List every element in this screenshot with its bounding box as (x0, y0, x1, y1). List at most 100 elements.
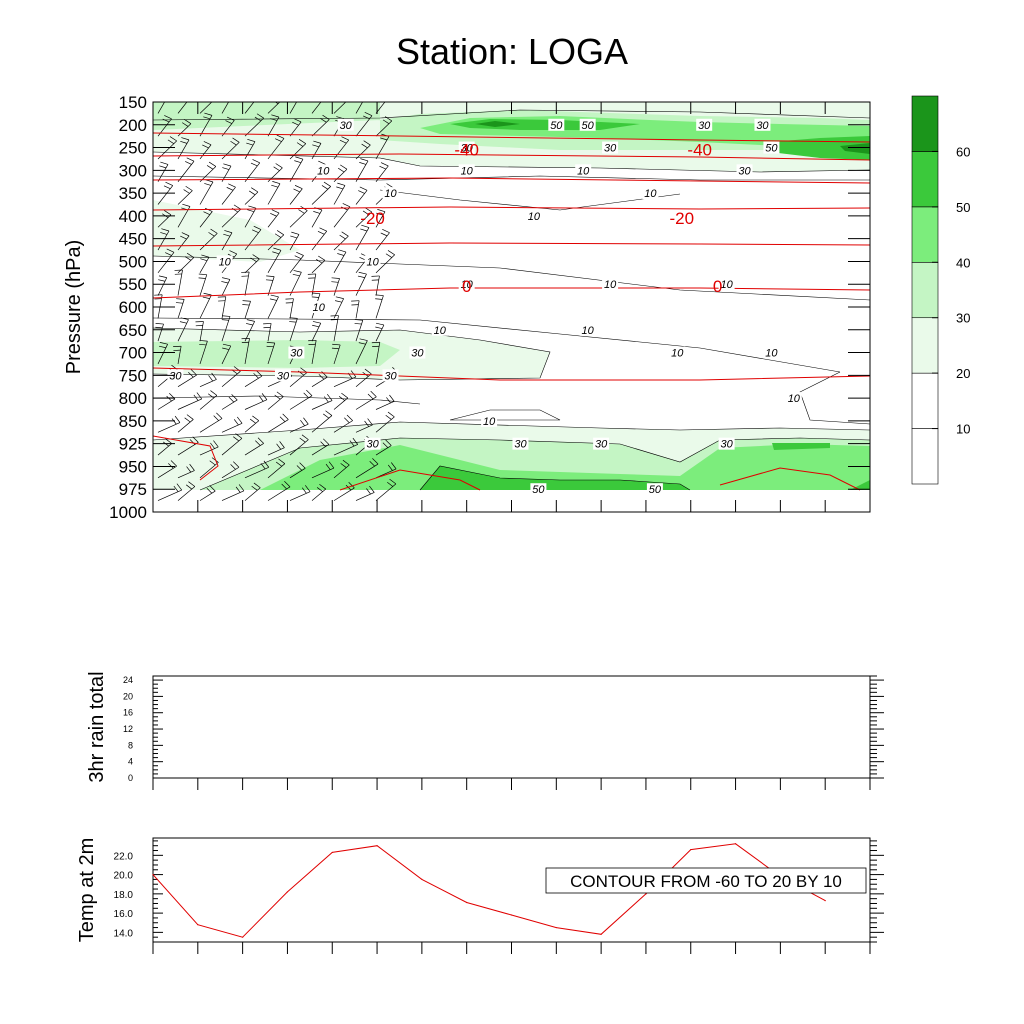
wind-barb-feather (328, 461, 335, 469)
contour-line (153, 395, 421, 405)
wind-barb-feather (163, 185, 171, 190)
temp-contour-line (153, 242, 870, 247)
wind-barb (289, 491, 311, 501)
wind-barb-feather (358, 271, 367, 275)
wind-barb-feather (319, 227, 327, 232)
wind-barb-feather (235, 433, 243, 439)
contour-label-bg (512, 437, 529, 450)
wind-barb-feather (294, 90, 302, 92)
wind-barb (355, 102, 363, 114)
wind-barb-feather (159, 165, 167, 169)
wind-barb-feather (363, 140, 371, 146)
wind-barb-feather (270, 212, 277, 217)
wind-barb (355, 320, 364, 342)
y-tick-label: 950 (119, 457, 147, 476)
wind-barb (289, 188, 303, 205)
wind-barb-feather (229, 250, 237, 255)
wind-barb-feather (227, 89, 235, 91)
wind-barb-feather (382, 229, 390, 234)
legend-label: 60 (956, 144, 970, 159)
y-tick-label: 975 (119, 480, 147, 499)
legend-swatch (911, 151, 939, 208)
speed-contour-label: 30 (290, 348, 303, 360)
wind-barb-feather (228, 396, 235, 403)
contour-annotation: CONTOUR FROM -60 TO 20 BY 10 (570, 872, 842, 891)
contour-line (449, 409, 561, 421)
wind-barb-feather (312, 321, 321, 324)
contour-label-bg (274, 369, 291, 382)
wind-barb-feather (376, 212, 384, 216)
wind-barb (177, 346, 182, 365)
wind-barb-feather (376, 322, 384, 326)
wind-barb (333, 344, 341, 365)
wind-barb-feather (210, 228, 218, 234)
wind-barb-feather (337, 253, 345, 256)
wind-barb-feather (222, 347, 230, 350)
y-tick-label: 300 (119, 161, 147, 180)
wind-barb-feather (375, 298, 383, 300)
wind-barb-feather (346, 414, 353, 421)
contour-label-bg (431, 323, 448, 336)
legend-swatch (911, 95, 939, 152)
wind-barb-feather (180, 235, 187, 240)
temp-contour-line (153, 367, 870, 381)
contour-label-bg (315, 164, 332, 177)
y-tick-label: 750 (119, 366, 147, 385)
wind-barb-feather (361, 224, 370, 228)
wind-barb-feather (260, 463, 266, 470)
speed-contour-label: 10 (219, 256, 232, 268)
temp-point (331, 851, 333, 854)
fill-layers (153, 102, 870, 512)
wind-barb-feather (319, 483, 326, 490)
wind-barb (244, 141, 256, 160)
wind-barb-feather (171, 364, 179, 371)
wind-barb-feather (213, 440, 219, 448)
wind-barb (157, 422, 181, 433)
wind-barb-feather (325, 463, 331, 470)
wind-barb-feather (385, 253, 393, 258)
wind-barb-feather (208, 232, 215, 237)
time-ticks (152, 102, 871, 512)
wind-barb-feather (208, 95, 215, 99)
wind-barb (244, 420, 260, 433)
wind-barb-feather (235, 486, 241, 493)
wind-barb-feather (176, 483, 183, 491)
wind-barb-feather (181, 137, 190, 141)
temp-point (197, 924, 199, 926)
wind-barb-feather (208, 161, 217, 167)
wind-barb-feather (336, 186, 344, 190)
temp-point (421, 878, 423, 881)
wind-barb-feather (223, 163, 232, 167)
wind-barb-feather (276, 134, 285, 139)
contour-label-bg (409, 346, 426, 359)
speed-contour-label: 10 (461, 165, 474, 177)
wind-barb (157, 214, 172, 228)
wind-barb-feather (271, 209, 280, 214)
wind-barb (199, 274, 208, 296)
wind-barb (177, 419, 194, 433)
wind-barb (267, 102, 281, 114)
wind-barb-feather (363, 115, 370, 120)
wind-barb-feather (203, 292, 212, 296)
wind-barb (157, 323, 164, 342)
wind-barb-feather (245, 323, 253, 326)
wind-barb-feather (209, 460, 216, 466)
speed-contour-label: 10 (461, 279, 474, 291)
wind-barb-feather (380, 232, 388, 237)
wind-barb (199, 102, 213, 114)
wind-barb-feather (303, 417, 309, 425)
y-tick-label: 650 (119, 321, 147, 340)
wind-barb (199, 446, 219, 456)
temp-point (466, 901, 468, 904)
wind-barb-feather (174, 415, 181, 423)
speed-contour-label: 30 (366, 439, 379, 451)
contour-label-bg (593, 437, 610, 450)
wind-barb-feather (168, 463, 174, 469)
wind-barb-feather (380, 162, 389, 167)
legend-swatch (911, 206, 939, 263)
wind-barb (355, 424, 373, 433)
wind-barb-feather (299, 462, 306, 469)
wind-barb (355, 211, 373, 228)
speed-contour-label: 10 (644, 188, 657, 200)
